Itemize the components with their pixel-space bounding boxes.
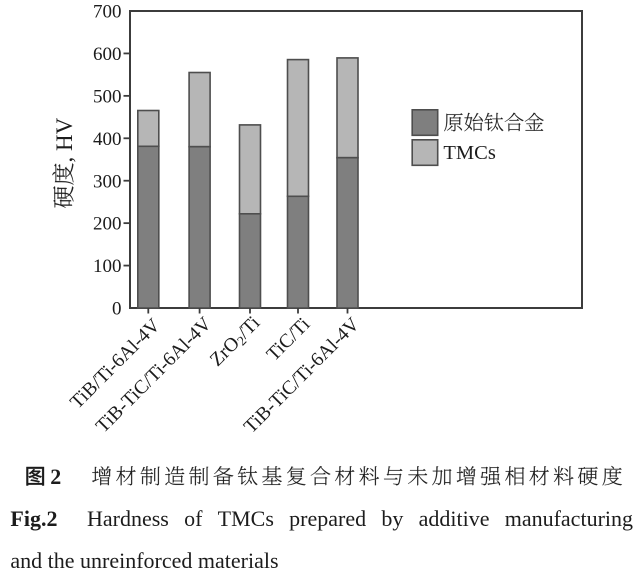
svg-text:prepared: prepared: [289, 506, 366, 531]
svg-text:additive: additive: [419, 506, 490, 531]
svg-text:200: 200: [93, 214, 122, 235]
svg-text:300: 300: [93, 171, 122, 192]
svg-text:Fig.2: Fig.2: [10, 506, 57, 531]
svg-text:TMCs: TMCs: [443, 142, 495, 164]
svg-text:700: 700: [93, 2, 122, 23]
svg-text:500: 500: [93, 86, 122, 107]
svg-text:by: by: [381, 506, 403, 531]
svg-text:manufacturing: manufacturing: [505, 506, 633, 531]
svg-text:ZrO2/Ti: ZrO2/Ti: [206, 312, 265, 371]
svg-text:400: 400: [93, 129, 122, 150]
svg-text:100: 100: [93, 256, 122, 277]
svg-text:of: of: [184, 506, 203, 531]
svg-text:0: 0: [112, 299, 122, 320]
svg-text:600: 600: [93, 44, 122, 65]
svg-text:2: 2: [50, 464, 61, 489]
svg-text:Hardness: Hardness: [87, 506, 169, 531]
svg-text:and the unreinforced materials: and the unreinforced materials: [10, 548, 278, 573]
svg-text:, HV: , HV: [52, 117, 77, 162]
svg-text:TMCs: TMCs: [218, 506, 274, 531]
